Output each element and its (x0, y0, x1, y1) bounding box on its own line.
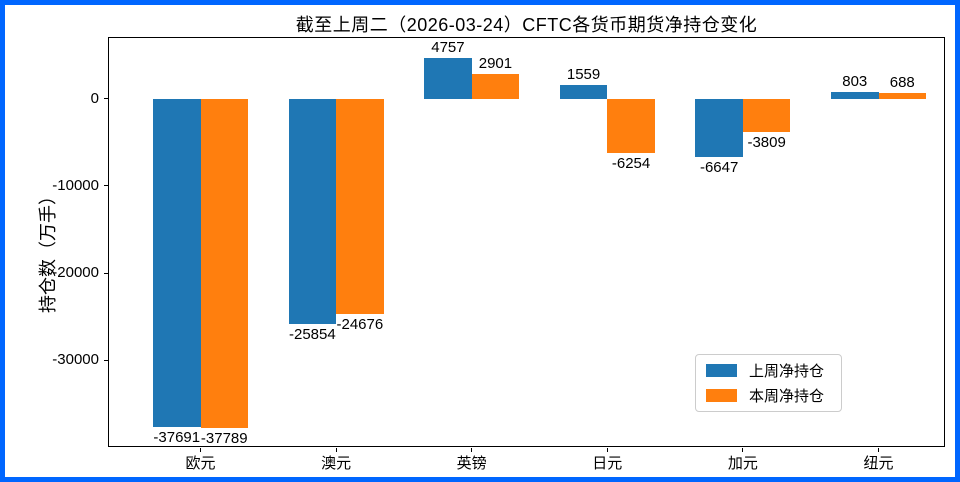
x-tick-label: 欧元 (185, 455, 216, 472)
bar-上周净持仓-英镑 (424, 57, 472, 99)
legend-swatch (706, 388, 737, 402)
bar-上周净持仓-澳元 (288, 98, 337, 324)
x-tick-mark (878, 448, 879, 452)
bar-value-label: 2901 (478, 54, 513, 72)
y-tick-label: -20000 (52, 264, 99, 282)
bar-上周净持仓-纽元 (831, 91, 879, 99)
bar-value-label: -37691 (153, 429, 201, 447)
bar-value-label: -24676 (336, 315, 384, 333)
bar-上周净持仓-加元 (695, 98, 743, 157)
bar-value-label: 803 (842, 72, 868, 90)
x-tick-mark (471, 448, 473, 452)
y-tick-mark (104, 98, 108, 100)
bar-value-label: -3809 (747, 134, 786, 152)
bar-value-label: -6647 (699, 158, 739, 176)
bar-本周净持仓-英镑 (471, 73, 520, 99)
x-tick-mark (335, 448, 337, 452)
bar-本周净持仓-日元 (607, 98, 655, 154)
legend: 上周净持仓本周净持仓 (695, 354, 842, 412)
x-tick-label: 英镑 (456, 455, 487, 472)
bar-value-label: -37789 (200, 429, 248, 447)
plot-area: 0 -10000 -20000 -30000 欧元 澳元 英镑 日元 加元 纽元 -37691 -25… (52, 37, 945, 472)
bar-本周净持仓-纽元 (878, 92, 926, 99)
y-tick-label: -10000 (52, 176, 99, 194)
bar-本周净持仓-加元 (742, 98, 791, 133)
y-tick-mark (104, 272, 108, 274)
bar-value-label: 4757 (431, 38, 465, 56)
y-tick-label: -30000 (52, 351, 99, 369)
legend-entry: 本周净持仓 (706, 385, 831, 406)
y-tick-mark (104, 185, 108, 187)
x-tick-mark (606, 448, 608, 452)
bar-上周净持仓-欧元 (153, 98, 201, 428)
bar-value-label: -25854 (288, 325, 336, 343)
bar-value-label: 1559 (566, 66, 601, 84)
bar-上周净持仓-日元 (559, 85, 608, 99)
x-tick-label: 加元 (727, 455, 758, 472)
chart-title: 截至上周二（2026-03-24）CFTC各货币期货净持仓变化 (295, 15, 758, 35)
x-tick-label: 日元 (592, 455, 623, 472)
y-axis-label: 持仓数（万手） (38, 187, 58, 313)
bar-value-label: -6254 (611, 155, 651, 173)
bar-本周净持仓-欧元 (200, 98, 248, 428)
legend-label: 本周净持仓 (749, 387, 825, 405)
x-tick-mark (742, 448, 744, 452)
x-tick-mark (200, 448, 201, 452)
legend-swatch (706, 364, 737, 378)
y-tick-label: 0 (90, 89, 99, 107)
x-tick-label: 澳元 (321, 455, 352, 472)
legend-entry: 上周净持仓 (706, 360, 831, 381)
legend-label: 上周净持仓 (749, 363, 825, 381)
x-tick-label: 纽元 (863, 455, 894, 472)
bar-本周净持仓-澳元 (336, 98, 384, 314)
y-tick-mark (104, 359, 108, 361)
bar-value-label: 688 (889, 73, 915, 91)
